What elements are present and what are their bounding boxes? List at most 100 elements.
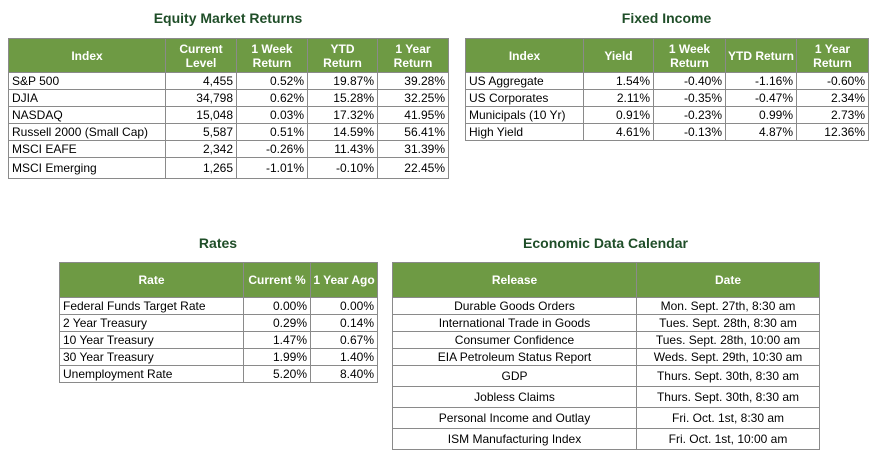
cell: 15.28% [307,89,378,107]
cell: MSCI Emerging [8,157,166,179]
cell: High Yield [465,123,584,141]
rates-table: Rate Current % 1 Year Ago Federal Funds … [59,262,378,383]
cell: Mon. Sept. 27th, 8:30 am [636,297,820,315]
col-header: Current Level [165,38,237,73]
calendar-title: Economic Data Calendar [523,235,688,251]
cell: 22.45% [377,157,449,179]
table-row: Durable Goods Orders Mon. Sept. 27th, 8:… [392,297,820,315]
cell: 32.25% [377,89,449,107]
cell: Durable Goods Orders [392,297,637,315]
cell: -1.01% [236,157,308,179]
cell: -0.35% [653,89,726,107]
cell: 2.73% [796,106,869,124]
cell: 0.14% [310,314,378,332]
cell: 8.40% [310,365,378,383]
equity-title: Equity Market Returns [153,10,303,26]
table-row: EIA Petroleum Status Report Weds. Sept. … [392,348,820,366]
cell: 0.67% [310,331,378,349]
cell: -1.16% [725,72,797,90]
cell: 2,342 [165,140,237,158]
col-header: 1 Week Return [236,38,308,73]
cell: 5,587 [165,123,237,141]
cell: 15,048 [165,106,237,124]
cell: 10 Year Treasury [59,331,244,349]
col-header: Current % [243,262,311,298]
cell: -0.26% [236,140,308,158]
cell: 2.11% [583,89,654,107]
cell: 56.41% [377,123,449,141]
cell: GDP [392,365,637,387]
cell: International Trade in Goods [392,314,637,332]
table-row: Municipals (10 Yr) 0.91% -0.23% 0.99% 2.… [465,106,869,124]
cell: Jobless Claims [392,386,637,408]
cell: 0.00% [243,297,311,315]
cell: 11.43% [307,140,378,158]
cell: 2.34% [796,89,869,107]
cell: Tues. Sept. 28th, 8:30 am [636,314,820,332]
cell: 1.40% [310,348,378,366]
cell: 4,455 [165,72,237,90]
cell: US Aggregate [465,72,584,90]
cell: 34,798 [165,89,237,107]
fixed-income-title: Fixed Income [621,10,712,26]
cell: -0.10% [307,157,378,179]
cell: Russell 2000 (Small Cap) [8,123,166,141]
cell: ISM Manufacturing Index [392,428,637,450]
cell: 2 Year Treasury [59,314,244,332]
table-row: Federal Funds Target Rate 0.00% 0.00% [59,297,378,315]
cell: 1.99% [243,348,311,366]
cell: NASDAQ [8,106,166,124]
table-row: 30 Year Treasury 1.99% 1.40% [59,348,378,366]
cell: 5.20% [243,365,311,383]
table-row: MSCI EAFE 2,342 -0.26% 11.43% 31.39% [8,140,449,158]
table-row: Jobless Claims Thurs. Sept. 30th, 8:30 a… [392,386,820,408]
cell: 1,265 [165,157,237,179]
cell: 1.54% [583,72,654,90]
cell: -0.40% [653,72,726,90]
cell: Personal Income and Outlay [392,407,637,429]
table-row: US Aggregate 1.54% -0.40% -1.16% -0.60% [465,72,869,90]
cell: Tues. Sept. 28th, 10:00 am [636,331,820,349]
cell: Fri. Oct. 1st, 10:00 am [636,428,820,450]
table-row: NASDAQ 15,048 0.03% 17.32% 41.95% [8,106,449,124]
cell: S&P 500 [8,72,166,90]
table-row: US Corporates 2.11% -0.35% -0.47% 2.34% [465,89,869,107]
table-row: DJIA 34,798 0.62% 15.28% 32.25% [8,89,449,107]
col-header: 1 Year Return [796,38,869,73]
table-row: 10 Year Treasury 1.47% 0.67% [59,331,378,349]
cell: -0.47% [725,89,797,107]
cell: 0.99% [725,106,797,124]
col-header: Index [8,38,166,73]
calendar-table: Release Date Durable Goods Orders Mon. S… [392,262,820,450]
cell: -0.23% [653,106,726,124]
col-header: Index [465,38,584,73]
table-row: Unemployment Rate 5.20% 8.40% [59,365,378,383]
col-header: YTD Return [725,38,797,73]
cell: 12.36% [796,123,869,141]
cell: Unemployment Rate [59,365,244,383]
cell: 14.59% [307,123,378,141]
cell: 41.95% [377,106,449,124]
table-row: International Trade in Goods Tues. Sept.… [392,314,820,332]
fixed-income-table: Index Yield 1 Week Return YTD Return 1 Y… [465,38,869,141]
cell: DJIA [8,89,166,107]
col-header: Date [636,262,820,298]
col-header: 1 Year Ago [310,262,378,298]
cell: EIA Petroleum Status Report [392,348,637,366]
cell: 0.62% [236,89,308,107]
table-row: GDP Thurs. Sept. 30th, 8:30 am [392,365,820,387]
cell: Fri. Oct. 1st, 8:30 am [636,407,820,429]
table-row: High Yield 4.61% -0.13% 4.87% 12.36% [465,123,869,141]
cell: 17.32% [307,106,378,124]
cell: Weds. Sept. 29th, 10:30 am [636,348,820,366]
cell: 0.03% [236,106,308,124]
cell: US Corporates [465,89,584,107]
cell: 0.52% [236,72,308,90]
table-row: Russell 2000 (Small Cap) 5,587 0.51% 14.… [8,123,449,141]
cell: 19.87% [307,72,378,90]
cell: 0.51% [236,123,308,141]
col-header: Yield [583,38,654,73]
cell: Federal Funds Target Rate [59,297,244,315]
cell: MSCI EAFE [8,140,166,158]
cell: 0.91% [583,106,654,124]
